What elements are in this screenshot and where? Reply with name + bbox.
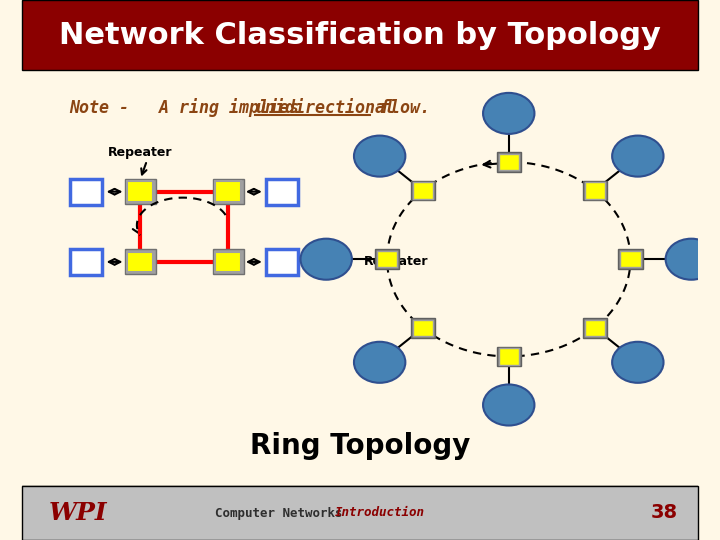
Text: WPI: WPI <box>49 501 107 525</box>
FancyBboxPatch shape <box>585 320 605 336</box>
FancyBboxPatch shape <box>127 181 153 202</box>
FancyBboxPatch shape <box>22 486 698 540</box>
Circle shape <box>354 342 405 383</box>
FancyBboxPatch shape <box>125 179 156 204</box>
FancyBboxPatch shape <box>618 249 643 269</box>
FancyBboxPatch shape <box>582 318 607 338</box>
FancyBboxPatch shape <box>125 249 156 274</box>
Circle shape <box>612 136 664 177</box>
Text: Ring Topology: Ring Topology <box>250 431 470 460</box>
FancyBboxPatch shape <box>413 183 433 199</box>
FancyBboxPatch shape <box>212 249 243 274</box>
FancyBboxPatch shape <box>127 252 153 272</box>
FancyBboxPatch shape <box>70 179 102 205</box>
Text: Note -   A ring implies: Note - A ring implies <box>69 98 310 118</box>
FancyBboxPatch shape <box>410 181 435 200</box>
Circle shape <box>612 342 664 383</box>
FancyBboxPatch shape <box>377 251 397 267</box>
FancyBboxPatch shape <box>585 183 605 199</box>
FancyBboxPatch shape <box>215 181 241 202</box>
FancyBboxPatch shape <box>621 251 641 267</box>
FancyBboxPatch shape <box>497 347 521 366</box>
FancyBboxPatch shape <box>582 181 607 200</box>
Circle shape <box>300 239 352 280</box>
Text: Computer Networks: Computer Networks <box>215 507 343 519</box>
FancyBboxPatch shape <box>212 179 243 204</box>
FancyBboxPatch shape <box>70 249 102 275</box>
Text: 38: 38 <box>651 503 678 523</box>
FancyBboxPatch shape <box>499 154 519 170</box>
FancyBboxPatch shape <box>375 249 399 269</box>
Text: Network Classification by Topology: Network Classification by Topology <box>59 21 661 50</box>
Circle shape <box>665 239 717 280</box>
FancyBboxPatch shape <box>266 179 299 205</box>
FancyBboxPatch shape <box>266 249 299 275</box>
FancyBboxPatch shape <box>410 318 435 338</box>
Text: Introduction: Introduction <box>336 507 426 519</box>
FancyBboxPatch shape <box>499 348 519 364</box>
FancyBboxPatch shape <box>497 152 521 172</box>
FancyBboxPatch shape <box>22 0 698 70</box>
Text: Repeater: Repeater <box>108 146 173 159</box>
Text: unidirectional: unidirectional <box>255 99 395 117</box>
Circle shape <box>483 384 534 426</box>
Circle shape <box>354 136 405 177</box>
Text: Repeater: Repeater <box>364 255 428 268</box>
FancyBboxPatch shape <box>413 320 433 336</box>
Circle shape <box>483 93 534 134</box>
Text: flow.: flow. <box>370 99 430 117</box>
FancyBboxPatch shape <box>215 252 241 272</box>
